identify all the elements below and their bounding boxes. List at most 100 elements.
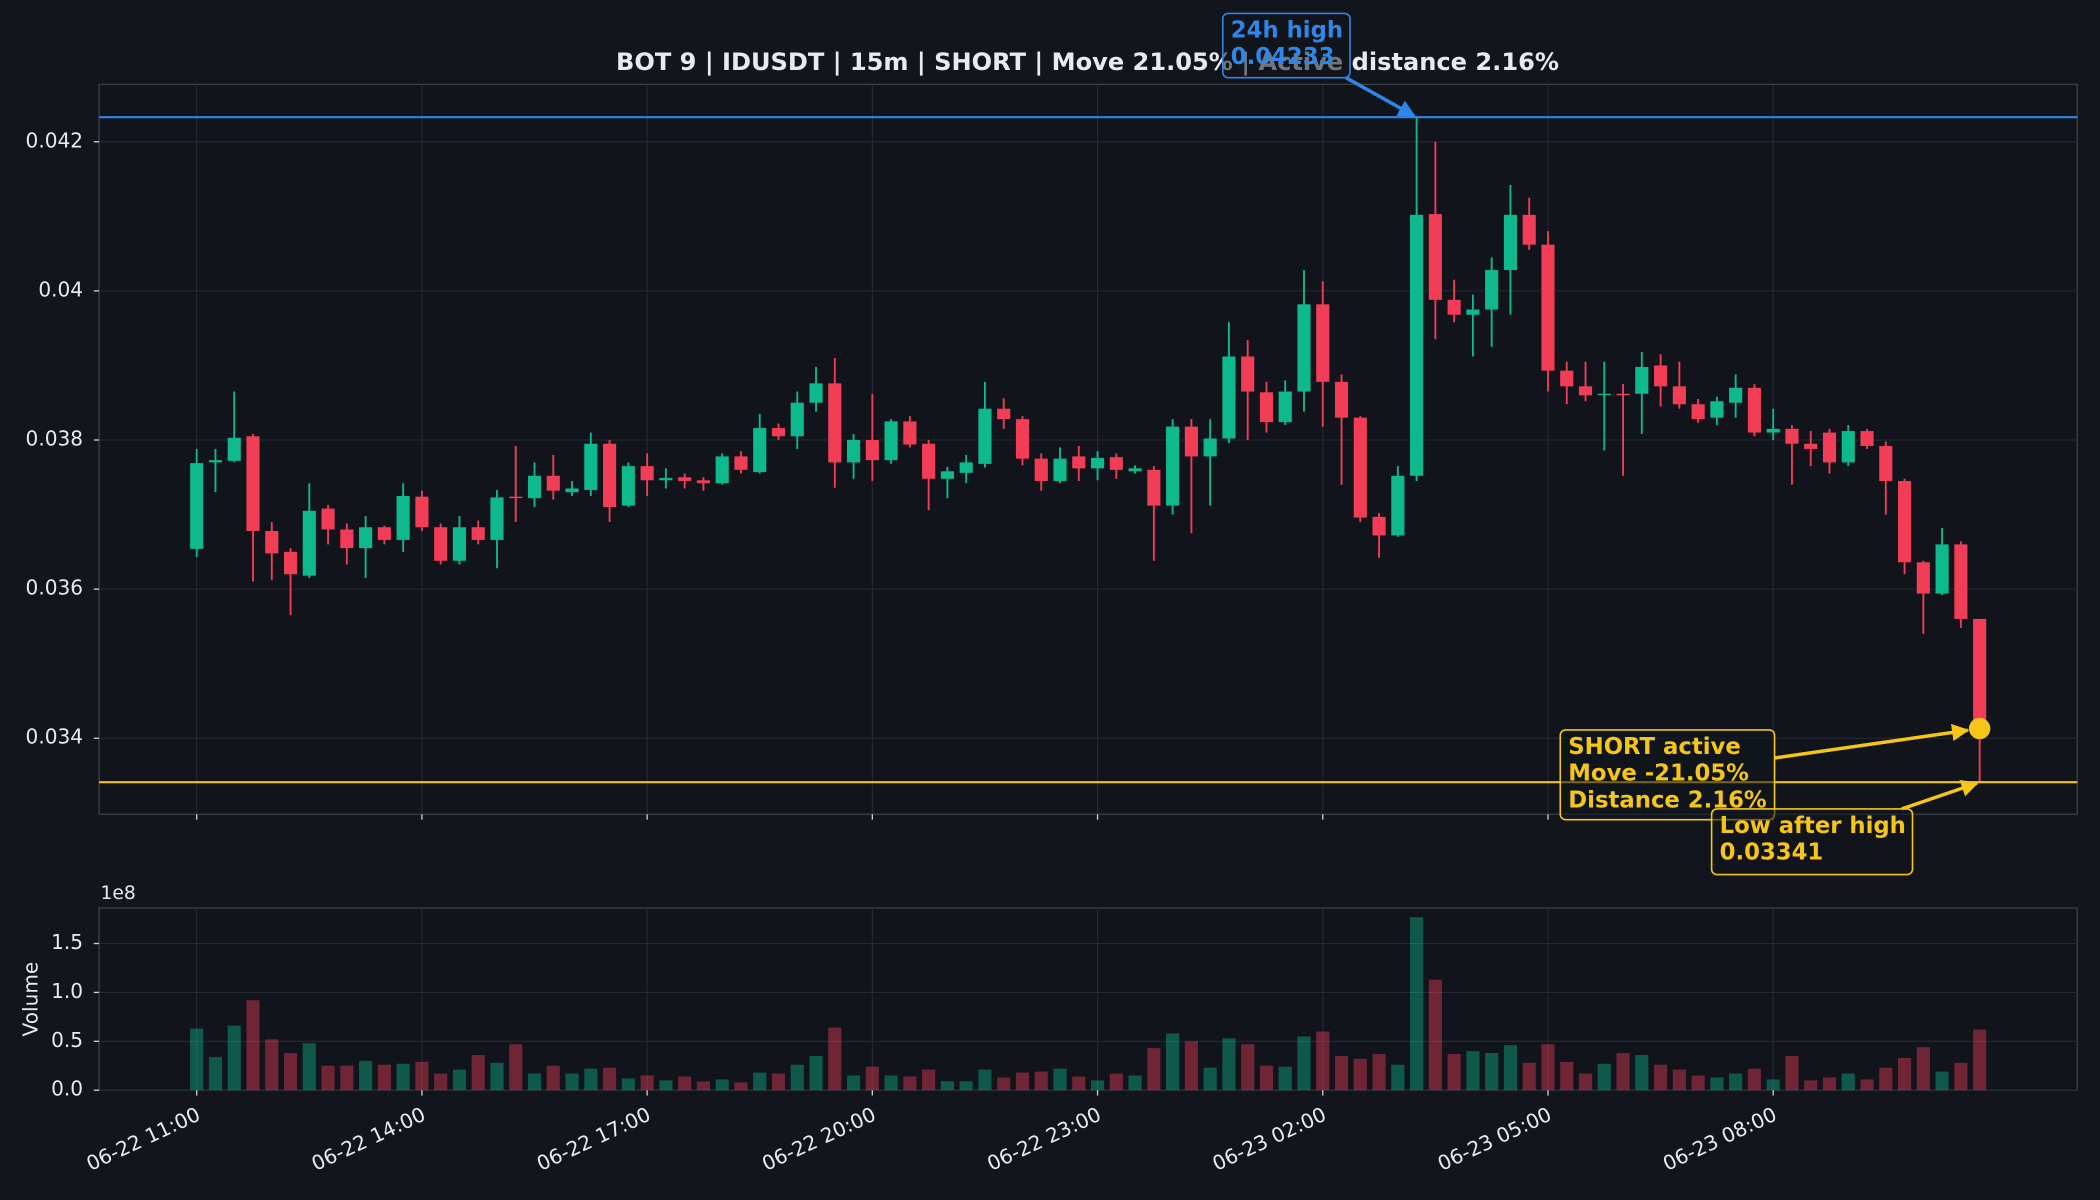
y-tick-label: 0.5 bbox=[51, 1028, 83, 1052]
candle-body bbox=[922, 443, 936, 479]
volume-bar bbox=[1072, 1076, 1086, 1091]
annotation-text: 24h high bbox=[1231, 17, 1343, 43]
volume-bar bbox=[1428, 979, 1442, 1091]
volume-bar bbox=[678, 1076, 692, 1091]
candle-body bbox=[1766, 428, 1780, 433]
volume-bar bbox=[490, 1062, 504, 1091]
volume-bar bbox=[1841, 1073, 1855, 1091]
volume-bar bbox=[509, 1044, 523, 1091]
annotation-text: Move -21.05% bbox=[1568, 761, 1749, 787]
candle-body bbox=[302, 510, 316, 576]
volume-bar bbox=[809, 1055, 823, 1091]
volume-bar bbox=[1916, 1047, 1930, 1091]
candle-body bbox=[1879, 445, 1893, 482]
volume-bar bbox=[359, 1060, 373, 1091]
candle-body bbox=[1466, 309, 1480, 315]
volume-bar bbox=[997, 1077, 1011, 1091]
volume-bar bbox=[790, 1064, 804, 1091]
candle-body bbox=[865, 440, 879, 461]
candle-body bbox=[265, 530, 279, 554]
volume-bar bbox=[471, 1054, 485, 1091]
volume-bar bbox=[1015, 1072, 1030, 1091]
volume-bar bbox=[1691, 1075, 1705, 1091]
candle-body bbox=[1241, 356, 1255, 392]
volume-bar bbox=[1109, 1073, 1123, 1091]
volume-bar bbox=[1785, 1055, 1799, 1091]
candle-body bbox=[1410, 214, 1424, 476]
volume-bar bbox=[434, 1073, 448, 1091]
y-tick-label: 0.034 bbox=[26, 725, 83, 749]
annotation-text: Low after high bbox=[1720, 813, 1906, 839]
candle-body bbox=[1747, 387, 1761, 433]
volume-bar bbox=[377, 1064, 391, 1091]
volume-bar bbox=[1635, 1054, 1649, 1091]
candle-body bbox=[527, 475, 542, 499]
volume-bar bbox=[1259, 1065, 1274, 1091]
candle-body bbox=[1935, 544, 1949, 594]
volume-bar bbox=[1804, 1080, 1818, 1091]
volume-bar bbox=[1222, 1038, 1236, 1091]
volume-bar bbox=[340, 1065, 354, 1091]
candle-body bbox=[1334, 381, 1349, 418]
volume-bar bbox=[978, 1069, 992, 1091]
candle-body bbox=[415, 496, 429, 528]
candle-body bbox=[753, 428, 767, 473]
candle-body bbox=[978, 408, 992, 464]
candle-body bbox=[1428, 214, 1442, 300]
volume-bar bbox=[903, 1076, 917, 1091]
volume-bar bbox=[1353, 1058, 1367, 1091]
volume-bar bbox=[884, 1075, 898, 1091]
annotation-text: 0.03341 bbox=[1720, 840, 1824, 866]
candle-body bbox=[1860, 431, 1874, 446]
candle-body bbox=[715, 456, 729, 484]
volume-bar bbox=[828, 1027, 842, 1091]
volume-bar bbox=[1147, 1048, 1161, 1091]
candle-body bbox=[584, 443, 598, 490]
candle-body bbox=[659, 478, 673, 481]
y-tick-label: 0.042 bbox=[26, 128, 83, 152]
candle-body bbox=[1222, 356, 1236, 439]
candle-body bbox=[734, 456, 748, 470]
candle-body bbox=[1109, 457, 1123, 470]
candle-body bbox=[471, 527, 485, 540]
volume-bar bbox=[621, 1078, 635, 1091]
volume-bar bbox=[546, 1065, 560, 1091]
candle-body bbox=[1391, 475, 1405, 536]
candle-body bbox=[1804, 443, 1818, 449]
candle-body bbox=[1841, 431, 1855, 463]
candle-body bbox=[1053, 458, 1067, 482]
candle-body bbox=[1447, 299, 1461, 315]
volume-bar bbox=[1654, 1064, 1668, 1091]
candle-body bbox=[1297, 304, 1311, 392]
volume-bar bbox=[1485, 1053, 1499, 1091]
volume-bar bbox=[415, 1061, 429, 1091]
candle-body bbox=[696, 480, 710, 484]
volume-bar bbox=[1447, 1054, 1461, 1091]
candle-body bbox=[1785, 428, 1799, 444]
candle-body bbox=[227, 437, 241, 461]
annotation-arrow bbox=[1345, 76, 1416, 118]
annotation-box bbox=[1710, 808, 1914, 876]
volume-bar bbox=[940, 1081, 954, 1091]
y-tick-label: 0.04 bbox=[38, 277, 83, 301]
volume-bar bbox=[527, 1073, 542, 1091]
volume-bar bbox=[715, 1079, 729, 1091]
candle-body bbox=[246, 436, 260, 531]
volume-bar bbox=[1166, 1033, 1180, 1091]
candle-body bbox=[1578, 386, 1593, 396]
volume-bar bbox=[1747, 1068, 1761, 1091]
volume-bar bbox=[1334, 1055, 1349, 1091]
volume-bar bbox=[1954, 1062, 1968, 1091]
volume-bar bbox=[1391, 1064, 1405, 1091]
volume-bar bbox=[396, 1063, 410, 1091]
volume-bar bbox=[865, 1066, 879, 1091]
candle-body bbox=[340, 529, 354, 549]
volume-bar bbox=[1860, 1079, 1874, 1091]
volume-bar bbox=[1522, 1062, 1536, 1091]
volume-bar bbox=[1822, 1077, 1837, 1091]
candle-body bbox=[396, 495, 410, 540]
volume-bar bbox=[753, 1072, 767, 1091]
volume-bar bbox=[1578, 1073, 1593, 1091]
volume-bar bbox=[1053, 1068, 1067, 1091]
